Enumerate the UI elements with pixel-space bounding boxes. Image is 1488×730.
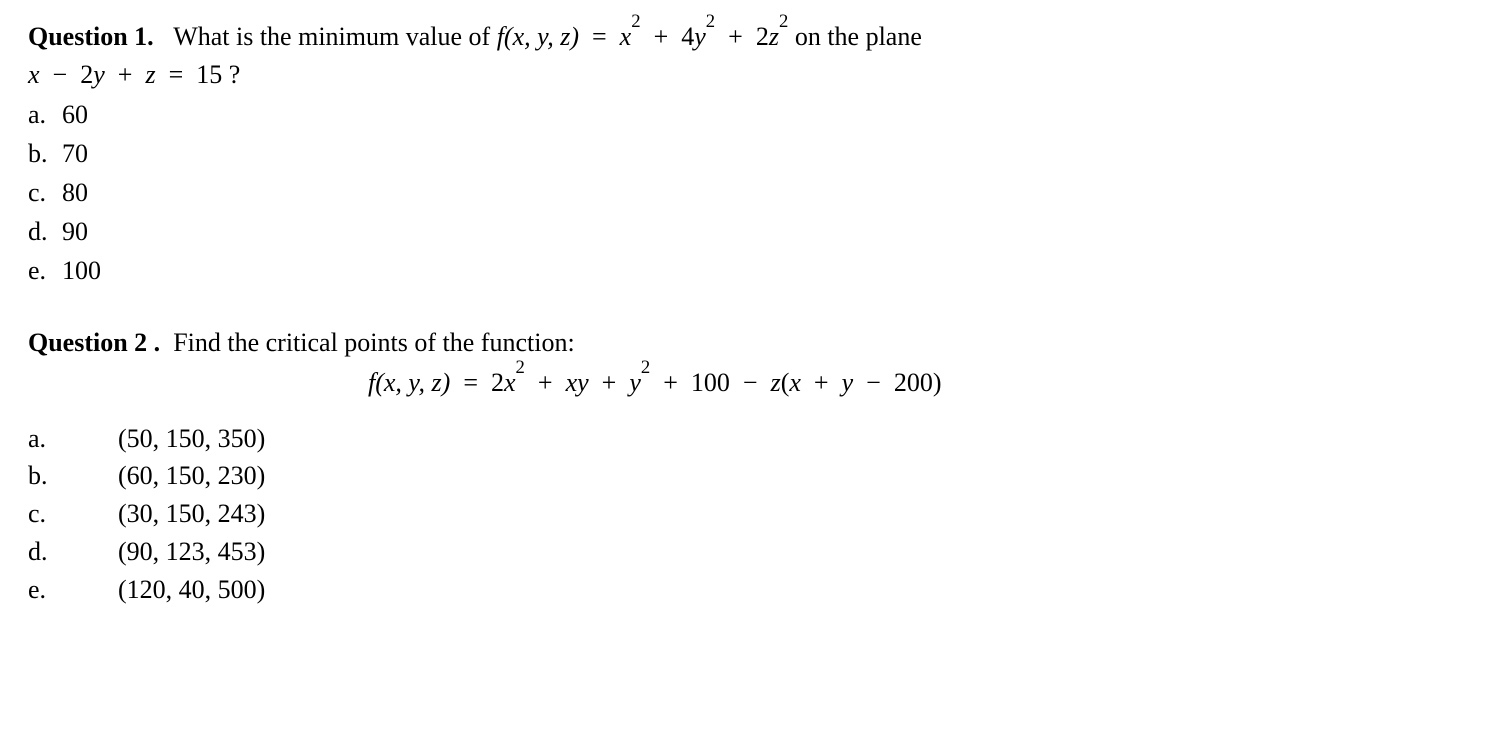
q2-option-d[interactable]: d. (90, 123, 453)	[28, 533, 1460, 571]
question-2-text: Find the critical points of the function…	[173, 328, 574, 357]
question-2: Question 2 . Find the critical points of…	[28, 324, 1460, 608]
q2-option-b-label: b.	[28, 457, 118, 495]
q2-option-c-text: (30, 150, 243)	[118, 495, 265, 533]
q2-option-a-label: a.	[28, 420, 118, 458]
question-1-text-after: on the plane	[795, 22, 922, 51]
q1-option-b[interactable]: b. 70	[28, 134, 1460, 173]
q2-option-c-label: c.	[28, 495, 118, 533]
q2-option-c[interactable]: c. (30, 150, 243)	[28, 495, 1460, 533]
q2-option-e-text: (120, 40, 500)	[118, 571, 265, 609]
question-1-stem: Question 1. What is the minimum value of…	[28, 18, 1460, 93]
question-1-text-before: What is the minimum value of	[173, 22, 497, 51]
question-2-label: Question 2 .	[28, 328, 160, 357]
q2-option-b[interactable]: b. (60, 150, 230)	[28, 457, 1460, 495]
q1-option-d-label: d.	[28, 212, 62, 251]
q1-option-d[interactable]: d. 90	[28, 212, 1460, 251]
q1-option-e-text: 100	[62, 251, 101, 290]
q1-option-e[interactable]: e. 100	[28, 251, 1460, 290]
q1-option-c[interactable]: c. 80	[28, 173, 1460, 212]
q1-rhs: x2 + 4y2 + 2z2	[620, 22, 795, 51]
q2-option-a-text: (50, 150, 350)	[118, 420, 265, 458]
q1-option-a-text: 60	[62, 95, 88, 134]
q1-option-e-label: e.	[28, 251, 62, 290]
q2-option-b-text: (60, 150, 230)	[118, 457, 265, 495]
q1-option-c-text: 80	[62, 173, 88, 212]
question-2-options: a. (50, 150, 350) b. (60, 150, 230) c. (…	[28, 420, 1460, 608]
q1-option-a[interactable]: a. 60	[28, 95, 1460, 134]
q2-option-e[interactable]: e. (120, 40, 500)	[28, 571, 1460, 609]
q1-option-c-label: c.	[28, 173, 62, 212]
q1-option-b-label: b.	[28, 134, 62, 173]
question-1: Question 1. What is the minimum value of…	[28, 18, 1460, 290]
q2-option-d-label: d.	[28, 533, 118, 571]
q1-option-d-text: 90	[62, 212, 88, 251]
q2-option-a[interactable]: a. (50, 150, 350)	[28, 420, 1460, 458]
q1-constraint: x − 2y + z = 15	[28, 60, 229, 89]
q1-f-lhs: f(x, y, z)	[497, 22, 586, 51]
question-1-options: a. 60 b. 70 c. 80 d. 90 e. 100	[28, 95, 1460, 290]
q2-option-d-text: (90, 123, 453)	[118, 533, 265, 571]
question-1-label: Question 1.	[28, 22, 154, 51]
question-2-stem: Question 2 . Find the critical points of…	[28, 324, 1460, 362]
q1-option-b-text: 70	[62, 134, 88, 173]
q1-option-a-label: a.	[28, 95, 62, 134]
question-2-equation: f(x, y, z) = 2x2 + xy + y2 + 100 − z(x +…	[28, 364, 1460, 402]
q2-option-e-label: e.	[28, 571, 118, 609]
q1-equals-1: =	[592, 22, 607, 51]
